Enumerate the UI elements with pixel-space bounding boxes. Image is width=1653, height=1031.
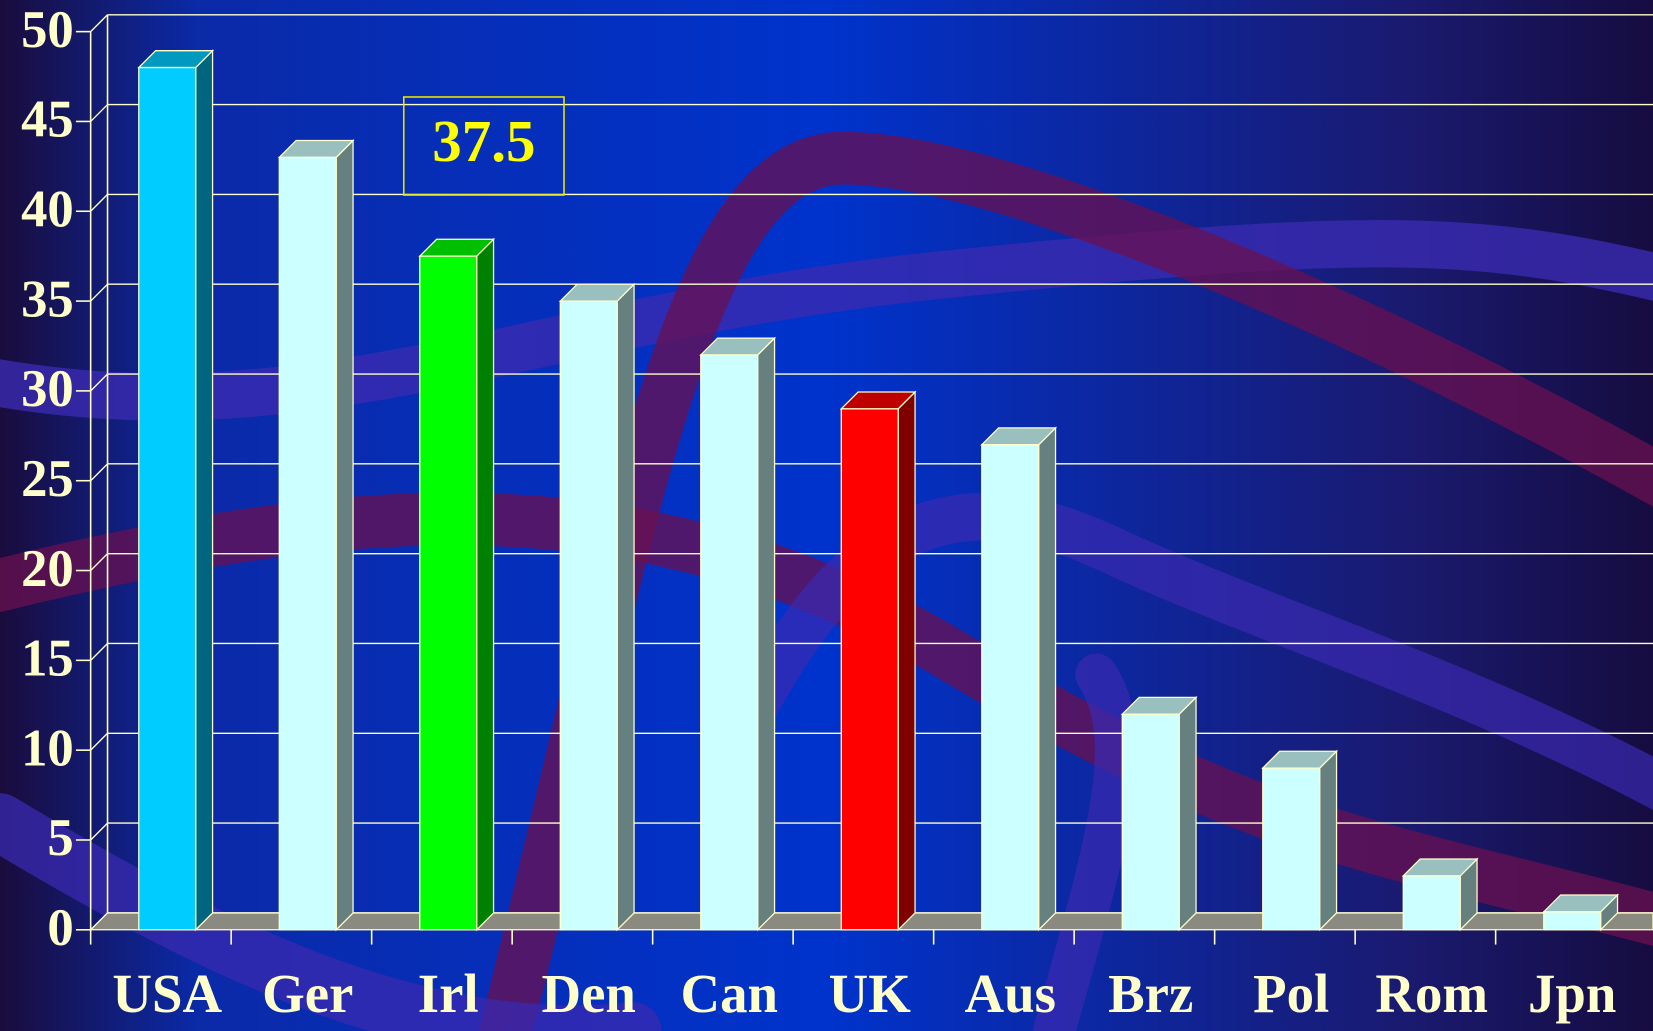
x-tick-label: Jpn	[1528, 963, 1616, 1024]
bar	[1120, 695, 1198, 932]
y-tick-label: 30	[21, 360, 74, 418]
grid-line-side	[90, 463, 109, 482]
y-tick-label: 10	[21, 719, 74, 777]
bar	[839, 390, 917, 932]
annotation: 37.5	[432, 108, 535, 174]
bar-front	[700, 354, 759, 931]
bar-front	[1543, 911, 1602, 931]
annotation-box	[402, 96, 565, 196]
y-tick-label: 50	[21, 1, 74, 59]
y-tick-label: 5	[47, 809, 73, 867]
grid-line-side	[90, 193, 109, 212]
bar-side	[335, 138, 354, 932]
grid-line-side	[90, 14, 109, 33]
bar-front	[138, 66, 197, 931]
y-tick-label: 40	[21, 181, 74, 239]
grid-line-side	[90, 104, 109, 122]
bar-side	[476, 237, 495, 932]
y-tick-label: 0	[47, 899, 73, 957]
x-tick-label: Den	[542, 963, 636, 1024]
bar-front	[278, 156, 337, 931]
bar-side	[195, 49, 214, 932]
bar-front	[1402, 875, 1461, 931]
x-tick-label: Can	[680, 963, 777, 1024]
grid-line-side	[90, 553, 109, 572]
bar	[980, 426, 1058, 932]
bar	[699, 336, 777, 932]
bar-side	[616, 282, 635, 932]
bar	[558, 282, 636, 932]
grid-line-side	[90, 283, 109, 302]
x-tick-label: Ger	[262, 963, 353, 1024]
x-tick-label: Aus	[965, 963, 1056, 1024]
bar-front	[419, 255, 478, 931]
grid-line-side	[90, 822, 109, 841]
bar	[1542, 893, 1620, 932]
bar	[1261, 749, 1339, 932]
x-tick-label: USA	[112, 963, 222, 1024]
grid-line-side	[90, 373, 109, 392]
grid-line-side	[90, 732, 109, 751]
x-tick-label: Irl	[418, 963, 479, 1024]
bar-side	[897, 390, 916, 932]
bar-side	[757, 336, 776, 932]
x-tick-label: Pol	[1253, 963, 1329, 1024]
bar-side	[1178, 695, 1197, 932]
x-tick-label: UK	[829, 963, 912, 1024]
grid-line-side	[90, 642, 109, 661]
bar	[277, 138, 355, 932]
y-tick-label: 35	[21, 270, 74, 328]
bar-front	[981, 444, 1040, 931]
bar	[137, 49, 215, 932]
bar	[418, 237, 496, 932]
bar-side	[1319, 749, 1338, 932]
bar-front	[1262, 767, 1321, 931]
y-tick-label: 20	[21, 540, 74, 598]
bar-front	[559, 300, 618, 931]
y-tick-label: 25	[21, 450, 74, 508]
plot: 0 5 10 15 20 25 30 35 40 45 50 USA Ger Irl Den Can UK Aus…	[21, 1, 1653, 1024]
y-tick-label: 15	[21, 630, 74, 688]
y-tick-label: 45	[21, 91, 74, 149]
x-tick-label: Rom	[1375, 963, 1488, 1024]
bar-side	[1038, 426, 1057, 932]
bar	[1401, 857, 1479, 932]
x-tick-label: Brz	[1108, 963, 1193, 1024]
bar-front	[840, 408, 899, 931]
bar-front	[1121, 713, 1180, 931]
